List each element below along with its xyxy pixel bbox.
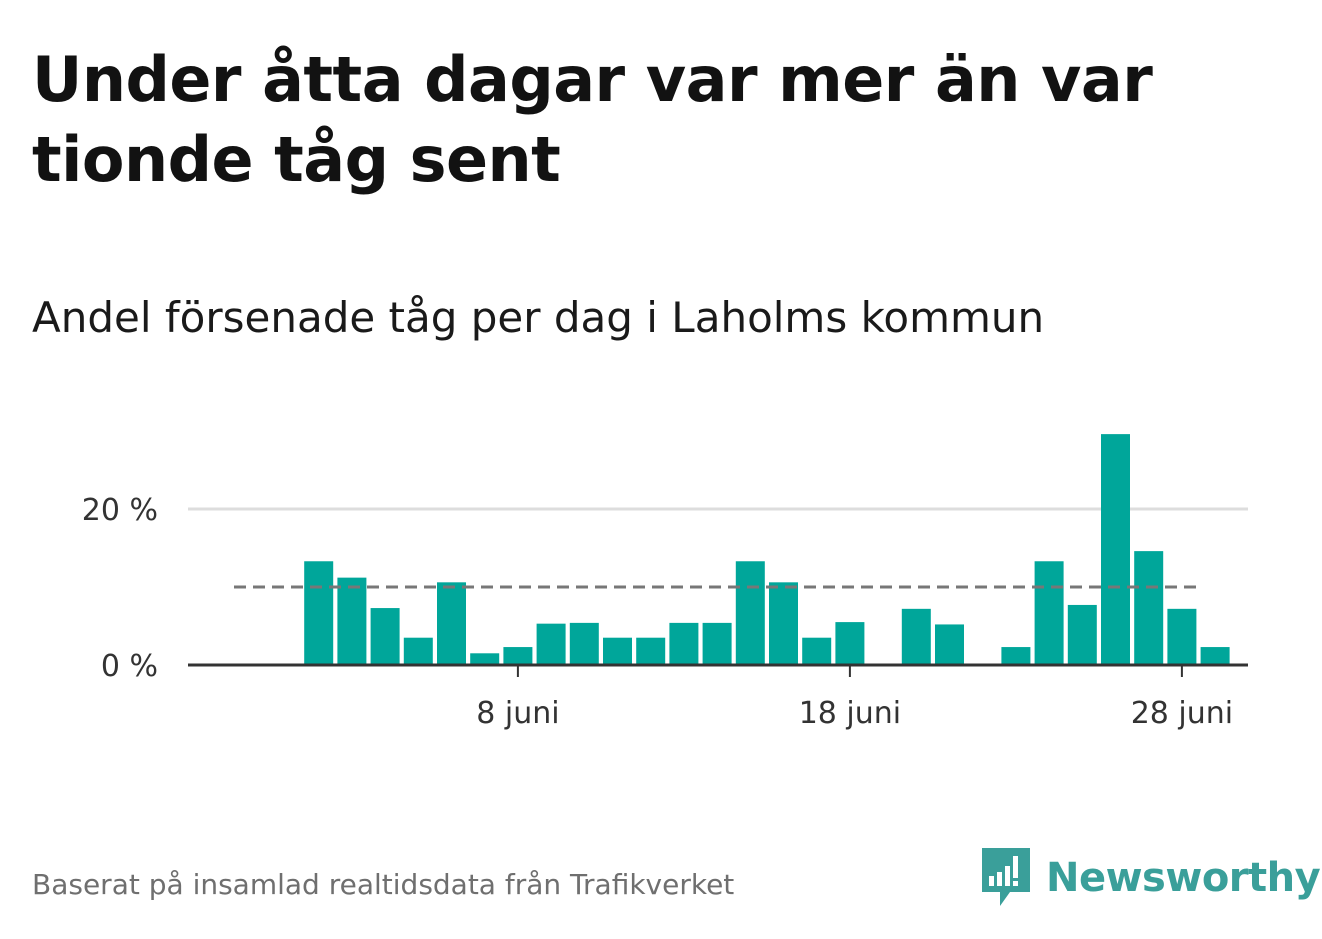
bar	[437, 582, 466, 665]
source-note: Baserat på insamlad realtidsdata från Tr…	[32, 868, 735, 901]
bar	[304, 561, 334, 665]
bar	[536, 623, 566, 665]
bar	[1001, 647, 1031, 665]
bar	[569, 622, 599, 665]
bar	[1134, 551, 1164, 665]
brand-name: Newsworthy	[1046, 855, 1321, 901]
bar	[636, 637, 666, 665]
x-tick-label: 18 juni	[799, 696, 901, 731]
bar	[337, 577, 367, 665]
y-tick-label: 0 %	[101, 649, 158, 684]
bar	[403, 637, 433, 665]
chart-subtitle: Andel försenade tåg per dag i Laholms ko…	[32, 293, 1045, 342]
bar	[735, 561, 765, 665]
bar	[503, 647, 533, 665]
bar	[1034, 561, 1064, 665]
bar-chart: 0 % 20 % 8 juni 18 juni 28 juni	[82, 434, 1248, 731]
x-tick-label: 8 juni	[476, 696, 559, 731]
bar	[1200, 647, 1230, 665]
brand-logo: Newsworthy	[980, 846, 1321, 910]
bar	[935, 624, 964, 665]
bar	[1067, 604, 1097, 665]
bar	[702, 622, 732, 665]
bar	[669, 622, 699, 665]
x-tick-label: 28 juni	[1131, 696, 1233, 731]
bar	[1167, 608, 1197, 665]
newsworthy-chart-bubble-icon	[982, 848, 1030, 906]
bar	[470, 653, 500, 665]
bar	[802, 637, 832, 665]
bar	[835, 622, 865, 665]
bar	[901, 608, 931, 665]
bar	[1101, 434, 1130, 665]
bars	[304, 434, 1230, 665]
y-tick-label: 20 %	[82, 493, 158, 528]
bar	[603, 637, 632, 665]
bar	[769, 582, 798, 665]
chart-title: Under åtta dagar var mer än var tionde t…	[32, 43, 1153, 196]
axes: 0 % 20 % 8 juni 18 juni 28 juni	[82, 493, 1248, 731]
bar	[370, 608, 400, 665]
